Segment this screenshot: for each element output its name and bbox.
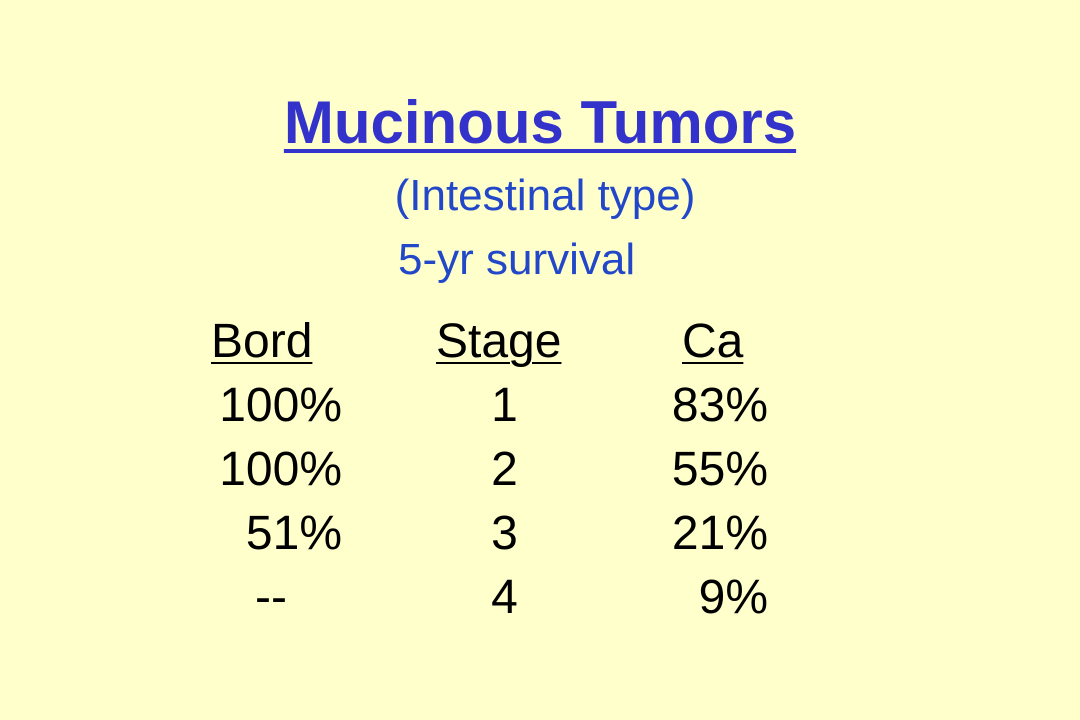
row-1-stage: 1 xyxy=(491,379,518,432)
row-3-stage: 3 xyxy=(491,507,518,560)
header-stage: Stage xyxy=(436,315,562,368)
slide-subtitle-survival: 5-yr survival xyxy=(398,235,636,284)
header-bord: Bord xyxy=(211,315,313,368)
row-1-ca: 83% xyxy=(671,379,768,432)
row-2-ca: 55% xyxy=(671,443,768,496)
slide-subtitle-type: (Intestinal type) xyxy=(394,171,696,220)
row-1-bord: 100% xyxy=(219,379,342,432)
row-4-stage: 4 xyxy=(491,571,518,624)
row-3-ca: 21% xyxy=(671,507,768,560)
row-4-ca: 9% xyxy=(698,571,768,624)
header-ca: Ca xyxy=(682,315,744,368)
row-2-bord: 100% xyxy=(219,443,342,496)
row-3-bord: 51% xyxy=(245,507,342,560)
slide-title: Mucinous Tumors xyxy=(283,89,797,156)
row-2-stage: 2 xyxy=(491,443,518,496)
row-4-bord: -- xyxy=(255,571,287,624)
